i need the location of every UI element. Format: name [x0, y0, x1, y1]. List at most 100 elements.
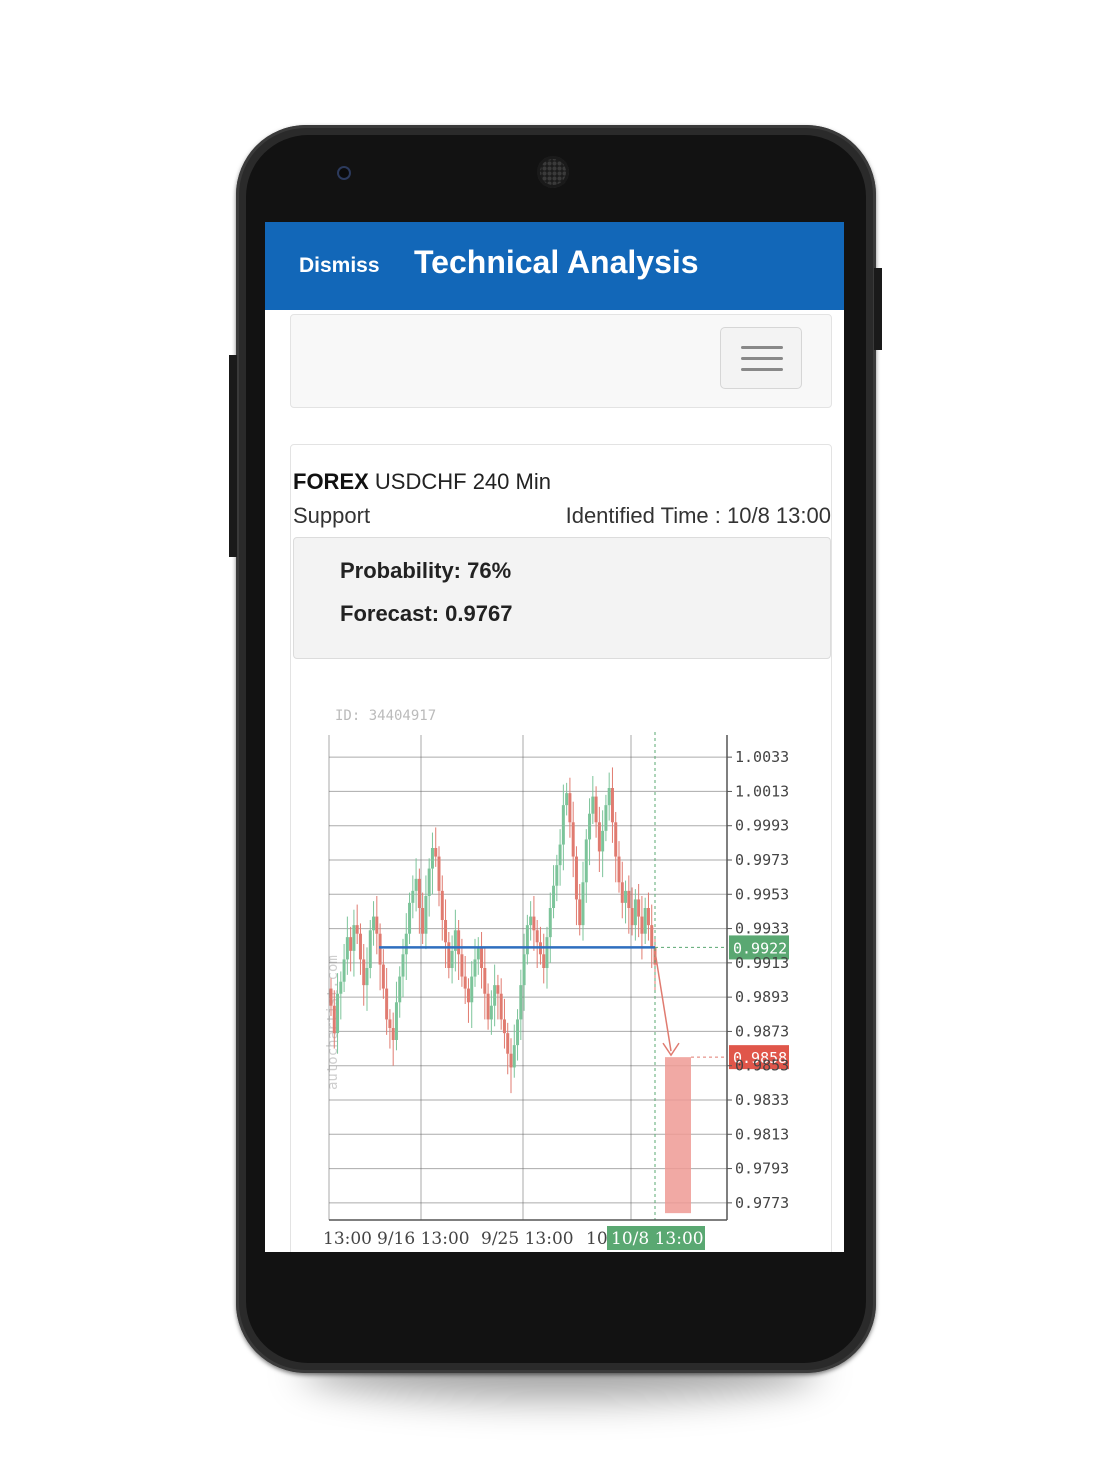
candle-body [349, 937, 353, 951]
y-tick-label: 0.9853 [735, 1057, 789, 1075]
candle-body [646, 908, 650, 926]
candle-body [545, 937, 549, 968]
candle-body [336, 993, 340, 1034]
candle-body [525, 925, 529, 955]
x-tick-label: 10 [586, 1229, 608, 1249]
candle-body [650, 925, 654, 948]
candle-body [385, 988, 389, 1020]
y-tick-label: 0.9993 [735, 817, 789, 835]
candle-body [516, 1019, 520, 1046]
candle-body [624, 890, 628, 903]
candle-body [365, 968, 369, 986]
candle-body [581, 882, 585, 926]
candle-body [542, 954, 546, 968]
page-title: Technical Analysis [414, 244, 699, 280]
candle-body [506, 1033, 510, 1054]
highlight-time-label: 10/8 13:00 [611, 1229, 704, 1249]
y-tick-label: 0.9913 [735, 954, 789, 972]
probability-value: Probability: 76% [340, 558, 512, 583]
y-tick-label: 0.9833 [735, 1091, 789, 1109]
stats-box: Probability: 76% Forecast: 0.9767 [293, 537, 831, 659]
candle-body [414, 878, 418, 891]
chart-id-label: ID: 34404917 [335, 708, 436, 724]
candle-body [597, 822, 601, 852]
y-tick-label: 0.9933 [735, 920, 789, 938]
candle-body [457, 930, 461, 955]
candle-body [493, 985, 497, 1006]
candle-body [339, 981, 343, 994]
candle-body [633, 899, 637, 926]
candle-body [388, 1019, 392, 1028]
candle-body [509, 1053, 513, 1068]
signal-card: FOREX USDCHF 240 Min Support Identified … [290, 444, 832, 1252]
x-tick-label: 9/25 13:00 [481, 1229, 574, 1249]
candle-body [499, 993, 503, 1020]
candle-body [368, 930, 372, 968]
candle-body [411, 890, 415, 903]
candle-body [401, 954, 405, 977]
dismiss-button[interactable]: Dismiss [299, 254, 380, 277]
pattern-type: Support [293, 503, 371, 528]
candle-body [394, 1002, 398, 1040]
candle-body [358, 933, 362, 960]
y-tick-label: 0.9893 [735, 988, 789, 1006]
forecast-zone [665, 1057, 691, 1214]
candle-body [483, 968, 487, 994]
candle-body [532, 916, 536, 931]
candle-body [345, 937, 349, 960]
candle-body [352, 925, 356, 951]
candle-body [391, 1028, 395, 1040]
candle-body [430, 848, 434, 869]
forecast-value: Forecast: 0.9767 [340, 601, 513, 626]
phone-screen: Dismiss Technical Analysis FOREX USDCHF … [265, 222, 844, 1252]
candle-body [604, 805, 608, 831]
candle-body [398, 976, 402, 1003]
candle-body [610, 788, 614, 823]
candle-body [584, 839, 588, 883]
market-label: FOREX [293, 469, 369, 494]
candle-body [476, 947, 480, 960]
candle-body [620, 882, 624, 903]
candle-body [568, 793, 572, 823]
candle-body [601, 830, 605, 852]
identified-time: Identified Time : 10/8 13:00 [565, 503, 831, 528]
signal-title: FOREX USDCHF 240 Min [293, 469, 551, 495]
x-tick-label: 13:00 [323, 1229, 372, 1249]
candle-body [548, 908, 552, 938]
candle-body [424, 896, 428, 934]
y-tick-label: 0.9973 [735, 851, 789, 869]
candle-body [643, 908, 647, 934]
candle-body [444, 920, 448, 943]
candle-body [591, 796, 595, 814]
hamburger-menu-icon[interactable] [720, 327, 802, 389]
candle-body [417, 878, 421, 908]
highlight-time-badge [607, 1226, 705, 1250]
candle-body [453, 930, 457, 951]
candle-body [470, 976, 474, 1003]
candle-body [578, 899, 582, 926]
candle-body [565, 793, 569, 806]
candle-body [404, 933, 408, 955]
candle-body [552, 885, 556, 908]
candle-body [594, 796, 598, 823]
candle-body [502, 1019, 506, 1034]
candle-body [637, 899, 641, 917]
forecast-arrow [654, 951, 672, 1052]
candle-body [362, 959, 366, 986]
y-tick-label: 0.9793 [735, 1160, 789, 1178]
candle-body [440, 890, 444, 920]
candle-body [375, 916, 379, 934]
forecast-price-label: 0.9858 [733, 1049, 787, 1067]
candle-body [561, 805, 565, 845]
instrument-label: USDCHF 240 Min [374, 469, 551, 494]
candle-body [460, 954, 464, 977]
forecast-arrowhead [662, 1042, 680, 1057]
candle-body [519, 985, 523, 1020]
candle-body [512, 1045, 516, 1068]
app-bar: Dismiss Technical Analysis [265, 222, 844, 310]
candle-body [574, 856, 578, 900]
candle-body [434, 848, 438, 857]
price-chart: ID: 34404917 autochartist.com 0.99220.98… [323, 708, 789, 1250]
candle-body [437, 856, 441, 891]
y-tick-label: 0.9953 [735, 885, 789, 903]
